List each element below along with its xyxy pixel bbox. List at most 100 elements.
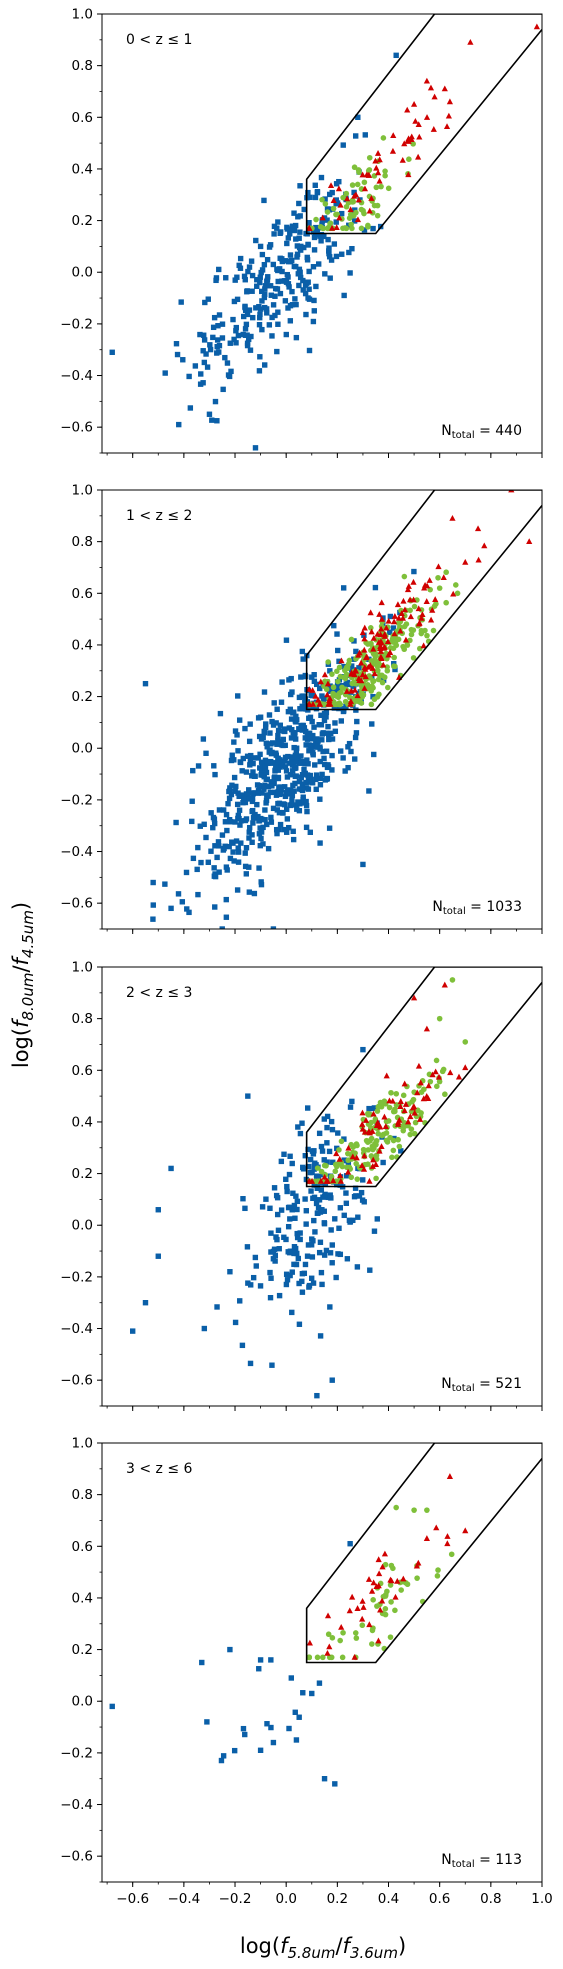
- data-point-square: [293, 301, 299, 308]
- data-point-square: [293, 1193, 299, 1199]
- data-point-triangle: [462, 1527, 469, 1534]
- data-point-square: [283, 279, 290, 285]
- data-point-square: [293, 773, 299, 779]
- y-tick-label: −0.2: [60, 316, 93, 332]
- data-point-triangle: [467, 39, 474, 45]
- data-point-square: [252, 773, 258, 780]
- data-point-square: [309, 1148, 316, 1154]
- data-point-square: [352, 133, 359, 139]
- data-point-square: [320, 730, 326, 736]
- data-point-square: [263, 776, 269, 782]
- data-point-square: [310, 1238, 316, 1244]
- data-point-square: [277, 229, 284, 235]
- data-point-square: [272, 312, 278, 319]
- data-point-square: [341, 1212, 347, 1219]
- data-point-square: [266, 712, 273, 718]
- data-point-triangle: [348, 669, 355, 676]
- data-point-triangle: [366, 207, 373, 214]
- data-point-square: [246, 307, 253, 313]
- data-point-triangle: [410, 1103, 418, 1110]
- data-point-triangle: [370, 645, 377, 652]
- data-point-square: [227, 855, 234, 862]
- data-point-circle: [364, 681, 371, 688]
- data-point-circle: [346, 215, 353, 221]
- data-point-square: [311, 678, 318, 685]
- data-point-square: [142, 680, 149, 687]
- data-point-square: [268, 1724, 274, 1731]
- data-point-square: [259, 298, 265, 304]
- data-point-square: [327, 688, 333, 694]
- data-point-square: [322, 777, 329, 783]
- data-point-square: [214, 1304, 220, 1310]
- data-point-square: [246, 889, 253, 895]
- data-point-square: [223, 811, 230, 818]
- data-point-triangle: [333, 1150, 340, 1157]
- data-point-square: [284, 816, 291, 822]
- data-point-square: [313, 283, 319, 290]
- data-point-square: [289, 1207, 295, 1213]
- data-point-square: [329, 1377, 335, 1383]
- data-point-circle: [393, 1090, 400, 1097]
- data-point-triangle: [306, 686, 313, 692]
- data-point-square: [317, 1239, 324, 1245]
- agn-wedge: [305, 490, 542, 711]
- data-point-circle: [334, 211, 341, 218]
- data-point-square: [222, 843, 228, 849]
- data-point-triangle: [373, 164, 380, 171]
- data-point-square: [318, 174, 325, 181]
- data-point-square: [275, 767, 282, 773]
- data-point-circle: [395, 1136, 401, 1143]
- data-point-square: [303, 802, 310, 809]
- data-point-square: [288, 1675, 295, 1681]
- data-point-triangle: [361, 635, 368, 642]
- data-point-square: [216, 843, 222, 849]
- data-point-square: [223, 275, 229, 281]
- data-point-square: [292, 759, 299, 765]
- data-point-circle: [407, 607, 413, 614]
- data-point-square: [259, 326, 265, 333]
- data-point-square: [293, 263, 299, 270]
- data-point-triangle: [418, 614, 425, 621]
- data-point-square: [236, 717, 243, 723]
- data-point-square: [238, 840, 244, 846]
- data-point-triangle: [475, 556, 482, 563]
- data-point-circle: [330, 205, 337, 212]
- data-point-square: [354, 718, 360, 725]
- data-point-square: [352, 756, 358, 762]
- data-point-square: [150, 879, 156, 886]
- y-tick-label: −0.4: [60, 1797, 93, 1813]
- data-point-triangle: [432, 596, 439, 602]
- data-point-square: [305, 761, 311, 767]
- data-point-square: [292, 736, 299, 742]
- y-tick-label: −0.4: [60, 368, 93, 384]
- data-point-square: [247, 790, 254, 796]
- data-point-square: [197, 331, 203, 338]
- data-point-square: [285, 1204, 292, 1211]
- data-point-triangle: [444, 1540, 451, 1547]
- data-point-square: [246, 738, 253, 745]
- data-point-square: [298, 774, 304, 780]
- data-point-square: [328, 1227, 334, 1233]
- data-point-triangle: [374, 169, 382, 176]
- data-point-circle: [389, 1154, 395, 1161]
- data-point-circle: [374, 667, 381, 674]
- data-point-square: [168, 1165, 174, 1172]
- data-point-triangle: [344, 195, 351, 202]
- data-point-square: [234, 274, 240, 280]
- data-point-square: [281, 1151, 287, 1157]
- data-point-square: [268, 1230, 274, 1236]
- data-point-square: [304, 1253, 311, 1259]
- data-point-triangle: [415, 605, 422, 612]
- data-point-square: [328, 1195, 334, 1201]
- data-point-circle: [388, 1599, 394, 1605]
- data-point-square: [296, 1321, 303, 1327]
- data-point-circle: [306, 1654, 313, 1661]
- data-point-square: [226, 795, 233, 802]
- data-point-circle: [368, 701, 375, 708]
- data-point-circle: [329, 671, 335, 677]
- data-point-square: [288, 735, 295, 741]
- data-point-square: [260, 824, 266, 831]
- x-tick-label: 0.6: [429, 1891, 450, 1907]
- data-point-square: [278, 1158, 285, 1165]
- data-point-circle: [384, 1139, 391, 1145]
